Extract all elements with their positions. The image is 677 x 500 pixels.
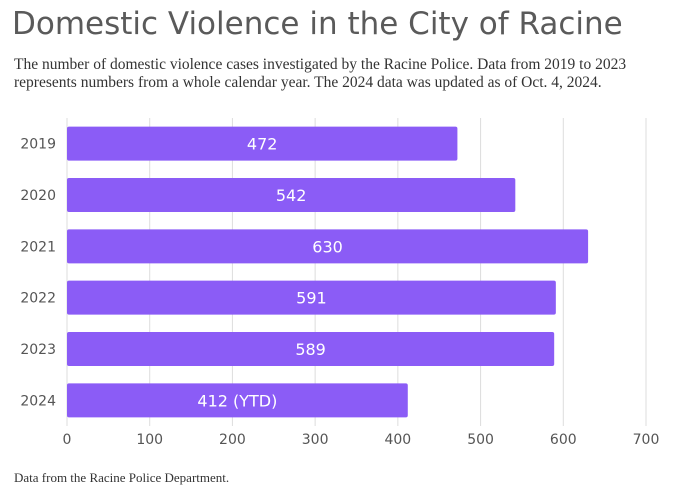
category-label: 2020: [20, 188, 56, 204]
bar-value-label: 412 (YTD): [197, 391, 277, 410]
bar-value-label: 589: [295, 340, 326, 359]
x-tick-label: 600: [550, 432, 577, 448]
bar: [67, 178, 516, 212]
x-tick-label: 100: [136, 432, 163, 448]
bar: [67, 126, 458, 161]
chart-title: Domestic Violence in the City of Racine: [12, 6, 623, 42]
x-tick-label: 500: [467, 432, 494, 448]
bar-value-label: 542: [276, 186, 307, 205]
chart-subtitle: The number of domestic violence cases in…: [14, 56, 627, 91]
category-label: 2021: [20, 239, 56, 255]
bar: [67, 229, 589, 264]
bar: [67, 280, 556, 315]
chart-source-note: Data from the Racine Police Department.: [14, 470, 230, 485]
category-label: 2022: [20, 291, 56, 307]
category-label: 2024: [20, 393, 56, 409]
x-tick-label: 300: [302, 432, 329, 448]
x-tick-label: 700: [633, 432, 660, 448]
category-label: 2019: [20, 137, 56, 153]
x-tick-label: 0: [63, 432, 72, 448]
bar: [67, 383, 408, 418]
x-tick-label: 200: [219, 432, 246, 448]
bar-value-label: 472: [247, 135, 278, 154]
bar-value-label: 591: [296, 289, 327, 308]
x-tick-label: 400: [384, 432, 411, 448]
bar: [67, 332, 555, 366]
category-label: 2023: [20, 342, 56, 358]
bar-value-label: 630: [312, 237, 343, 256]
